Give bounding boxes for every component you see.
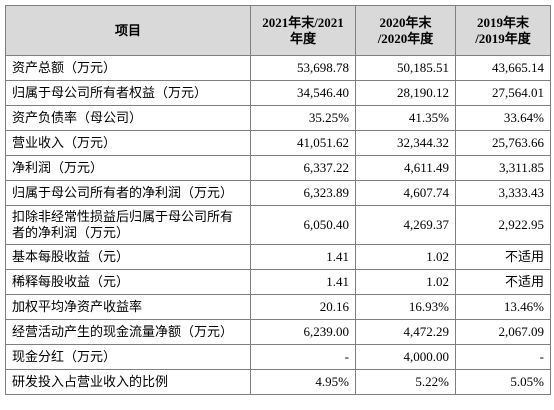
row-label: 经营活动产生的现金流量净额（万元） [5,319,251,345]
cell-value: 1.02 [355,269,456,295]
row-label: 营业收入（万元） [5,130,251,156]
row-label: 基本每股收益（元） [5,244,251,270]
cell-value: 28,190.12 [355,80,456,106]
cell-value: 4,472.29 [355,319,456,345]
cell-value: 6,050.40 [250,205,356,245]
table-row: 基本每股收益（元） 1.41 1.02 不适用 [5,244,551,270]
cell-value: - [250,344,356,370]
table-row: 现金分红（万元） -4,000.00- [5,344,551,370]
cell-value: 1.41 [250,244,356,270]
cell-value: 6,323.89 [250,180,356,206]
cell-value: 20.16 [250,294,356,320]
row-label: 现金分红（万元） [5,344,251,370]
cell-value: 5.22% [355,369,456,395]
header-line: /2020年度 [377,30,434,46]
table-body: 资产总额（万元） 53,698.78 50,185.51 43,665.14 归属于母公… [5,55,551,395]
row-label: 稀释每股收益（元） [5,269,251,295]
column-header: 2020年末/2020年度 [355,5,456,56]
table-row: 归属于母公司所有者的净利润（万元） 6,323.89 4,607.74 3,333.4… [5,180,551,206]
cell-value: 16.93% [355,294,456,320]
cell-value: 不适用 [455,244,551,270]
cell-value: 4,269.37 [355,205,456,245]
cell-value: 3,333.43 [455,180,551,206]
row-label: 扣除非经常性损益后归属于母公司所有者的净利润（万元） [5,205,251,245]
cell-value: 6,239.00 [250,319,356,345]
row-label: 净利润（万元） [5,155,251,181]
cell-value: 27,564.01 [455,80,551,106]
column-header: 2021年末/2021 年度 [250,5,356,56]
cell-value: 33.64% [455,105,551,131]
cell-value: - [455,344,551,370]
cell-value: 34,546.40 [250,80,356,106]
table-row: 资产总额（万元） 53,698.78 50,185.51 43,665.14 [5,55,551,81]
cell-value: 43,665.14 [455,55,551,81]
table-row: 归属于母公司所有者权益（万元） 34,546.40 28,190.12 27,564.… [5,80,551,106]
header-line: /2019年度 [475,30,531,46]
row-label: 归属于母公司所有者的净利润（万元） [5,180,251,206]
header-line: 2020年末 [379,14,432,30]
header-line: 2019年末 [476,14,529,30]
header-row: 项目 2021年末/2021 年度 2020年末/2020年度 2019年末/2019年… [5,5,551,56]
cell-value: 53,698.78 [250,55,356,81]
cell-value: 32,344.32 [355,130,456,156]
cell-value: 41,051.62 [250,130,356,156]
cell-value: 41.35% [355,105,456,131]
cell-value: 不适用 [455,269,551,295]
cell-value: 6,337.22 [250,155,356,181]
cell-value: 50,185.51 [355,55,456,81]
row-label: 加权平均净资产收益率 [5,294,251,320]
row-label: 归属于母公司所有者权益（万元） [5,80,251,106]
table-row: 净利润（万元） 6,337.22 4,611.49 3,311.85 [5,155,551,181]
row-label: 资产负债率（母公司） [5,105,251,131]
cell-value: 4,607.74 [355,180,456,206]
cell-value: 1.41 [250,269,356,295]
table-row: 营业收入（万元） 41,051.62 32,344.32 25,763.66 [5,130,551,156]
cell-value: 2,922.95 [455,205,551,245]
row-label: 资产总额（万元） [5,55,251,81]
header-line: 年度 [289,30,316,46]
cell-value: 4,000.00 [355,344,456,370]
header-line: 2021年末/2021 [262,14,344,30]
header-line: 项目 [114,22,141,38]
cell-value: 25,763.66 [455,130,551,156]
table-row: 资产负债率（母公司） 35.25% 41.35% 33.64% [5,105,551,131]
table-row: 研发投入占营业收入的比例 4.95% 5.22% 5.05% [5,369,551,395]
cell-value: 13.46% [455,294,551,320]
table-row: 加权平均净资产收益率 20.16 16.93% 13.46% [5,294,551,320]
cell-value: 4,611.49 [355,155,456,181]
table-row: 稀释每股收益（元） 1.41 1.02 不适用 [5,269,551,295]
cell-value: 1.02 [355,244,456,270]
cell-value: 4.95% [250,369,356,395]
table-row: 经营活动产生的现金流量净额（万元） 6,239.00 4,472.29 2,067.0… [5,319,551,345]
cell-value: 35.25% [250,105,356,131]
cell-value: 2,067.09 [455,319,551,345]
column-header: 项目 [5,5,251,56]
financial-table: 项目 2021年末/2021 年度 2020年末/2020年度 2019年末/2019年… [5,5,551,395]
column-header: 2019年末/2019年度 [455,5,551,56]
table-row: 扣除非经常性损益后归属于母公司所有者的净利润（万元） 6,050.40 4,269.… [5,205,551,245]
cell-value: 3,311.85 [455,155,551,181]
row-label: 研发投入占营业收入的比例 [5,369,251,395]
cell-value: 5.05% [455,369,551,395]
